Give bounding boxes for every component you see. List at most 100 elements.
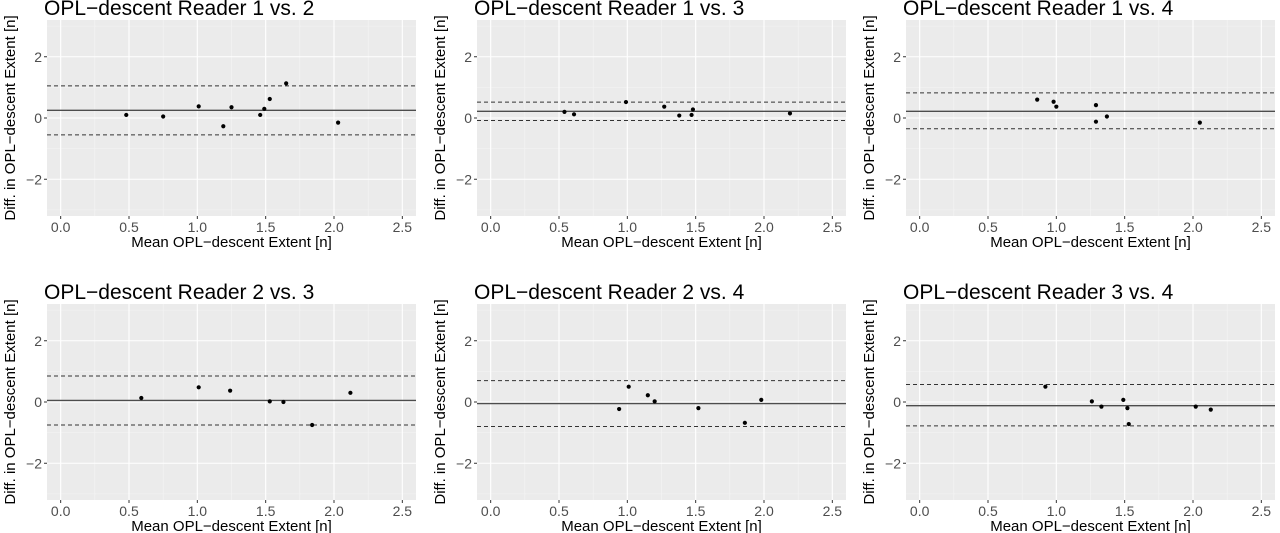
data-point: [1125, 406, 1130, 411]
data-point: [1051, 99, 1056, 104]
panel-title: OPL−descent Reader 1 vs. 2: [44, 0, 314, 20]
data-point: [689, 112, 694, 118]
y-tick-label: 2: [464, 333, 472, 349]
data-point: [196, 385, 201, 390]
x-axis-title: Mean OPL−descent Extent [n]: [561, 234, 762, 251]
data-point: [284, 81, 289, 86]
x-tick-label: 0.5: [119, 503, 139, 519]
data-point: [1099, 404, 1104, 409]
panel-title: OPL−descent Reader 3 vs. 4: [903, 281, 1174, 304]
data-point: [221, 124, 226, 129]
x-tick-label: 2.5: [823, 219, 843, 235]
data-point: [652, 399, 657, 404]
x-tick-label: 2.5: [1252, 219, 1272, 235]
data-point: [228, 388, 233, 393]
y-tick-label: 0: [893, 110, 901, 126]
x-tick-label: 0.0: [481, 219, 501, 235]
x-tick-label: 2.0: [1183, 503, 1203, 519]
x-axis-title: Mean OPL−descent Extent [n]: [131, 234, 332, 251]
panel-title: OPL−descent Reader 2 vs. 4: [474, 281, 745, 304]
data-point: [690, 107, 696, 112]
y-tick-label: −2: [456, 455, 472, 471]
chart-panel-5: −2 0 2 0.0 0.5 1.0 1.5 2.0 2.5 OPL−descent Reader…: [432, 281, 846, 533]
data-point: [310, 422, 315, 428]
data-point: [161, 114, 166, 119]
x-tick-label: 1.0: [188, 219, 208, 235]
data-point: [571, 112, 577, 117]
x-tick-label: 0.0: [51, 219, 71, 235]
y-tick-label: −2: [26, 455, 42, 471]
y-axis-title: Diff. in OPL−descent Extent [n]: [861, 299, 878, 504]
y-axis-title: Diff. in OPL−descent Extent [n]: [432, 15, 449, 220]
data-point: [696, 406, 701, 411]
y-tick-label: 0: [34, 394, 42, 410]
x-tick-label: 1.0: [1047, 219, 1067, 235]
x-tick-label: 0.5: [119, 219, 139, 235]
x-axis-title: Mean OPL−descent Extent [n]: [561, 518, 762, 533]
x-axis-title: Mean OPL−descent Extent [n]: [131, 518, 332, 533]
data-point: [1093, 119, 1099, 124]
x-tick-label: 2.5: [393, 503, 413, 519]
data-point: [124, 112, 129, 118]
y-axis-title: Diff. in OPL−descent Extent [n]: [432, 299, 449, 504]
y-axis-title: Diff. in OPL−descent Extent [n]: [861, 15, 878, 220]
x-tick-label: 0.5: [978, 503, 998, 519]
data-point: [677, 113, 682, 118]
chart-panel-1: −2 0 2 0.0 0.5 1.0 1.5 2.0 2.5 OPL−descent Reader…: [2, 0, 416, 251]
x-tick-label: 0.5: [549, 503, 569, 519]
y-tick-label: 0: [34, 110, 42, 126]
x-tick-label: 2.0: [324, 503, 344, 519]
data-point: [258, 112, 263, 118]
y-tick-label: 2: [34, 333, 42, 349]
data-point: [1121, 397, 1126, 402]
data-point: [229, 105, 234, 110]
data-point: [1089, 399, 1094, 404]
data-point: [562, 109, 567, 114]
data-point: [662, 104, 667, 109]
x-axis-title: Mean OPL−descent Extent [n]: [990, 234, 1191, 251]
data-point: [759, 397, 764, 402]
chart-panel-6: −2 0 2 0.0 0.5 1.0 1.5 2.0 2.5 OPL−descent Reader…: [861, 281, 1275, 533]
data-point: [262, 106, 267, 111]
x-tick-label: 1.0: [618, 219, 638, 235]
data-point: [645, 393, 650, 398]
x-tick-label: 2.5: [393, 219, 413, 235]
x-tick-label: 1.5: [256, 503, 276, 519]
data-point: [742, 420, 747, 425]
data-point: [139, 395, 144, 401]
y-tick-label: −2: [885, 455, 901, 471]
data-point: [1043, 384, 1048, 389]
panel-title: OPL−descent Reader 1 vs. 3: [474, 0, 744, 20]
y-tick-label: −2: [26, 171, 42, 187]
data-point: [336, 120, 341, 125]
chart-panel-2: −2 0 2 0.0 0.5 1.0 1.5 2.0 2.5 OPL−descent Reader…: [432, 0, 846, 251]
y-axis-title: Diff. in OPL−descent Extent [n]: [2, 15, 19, 220]
x-tick-label: 2.0: [754, 503, 774, 519]
chart-panel-3: −2 0 2 0.0 0.5 1.0 1.5 2.0 2.5 OPL−descent Reader…: [861, 0, 1275, 251]
y-tick-label: 0: [893, 394, 901, 410]
data-point: [617, 406, 622, 412]
y-tick-label: −2: [456, 171, 472, 187]
x-tick-label: 1.5: [1115, 219, 1135, 235]
x-tick-label: 1.5: [256, 219, 276, 235]
x-tick-label: 2.0: [1183, 219, 1203, 235]
data-point: [348, 390, 353, 395]
x-tick-label: 1.5: [1115, 503, 1135, 519]
panel-title: OPL−descent Reader 1 vs. 4: [903, 0, 1174, 20]
x-tick-label: 1.5: [686, 503, 706, 519]
y-tick-label: −2: [885, 171, 901, 187]
y-tick-label: 0: [464, 110, 472, 126]
y-axis-title: Diff. in OPL−descent Extent [n]: [2, 299, 19, 504]
data-point: [787, 111, 793, 116]
data-point: [1104, 114, 1109, 119]
y-tick-label: 2: [893, 49, 901, 65]
data-point: [196, 104, 201, 109]
x-tick-label: 1.0: [1047, 503, 1067, 519]
data-point: [1208, 407, 1213, 412]
x-tick-label: 0.0: [910, 219, 930, 235]
data-point: [1197, 120, 1202, 125]
data-point: [1054, 104, 1059, 109]
data-point: [1093, 103, 1099, 108]
x-tick-label: 2.0: [324, 219, 344, 235]
